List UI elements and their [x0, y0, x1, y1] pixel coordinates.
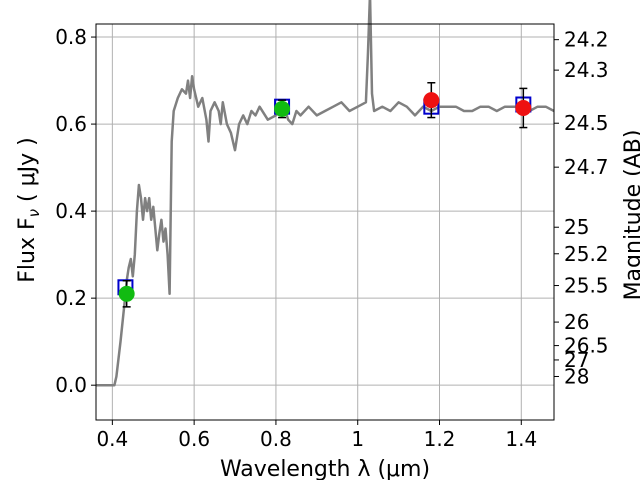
x-tick-label: 1 [351, 427, 364, 451]
grid [96, 24, 554, 420]
y-axis-label-unit: ( μJy ) [15, 137, 40, 209]
y-axis-label-main: Flux F [15, 217, 40, 282]
tick-layer: 0.4 0.6 0.8 1 1.2 1.4 0.0 0.2 0.4 0.6 0.8 24.2 24.3 2… [55, 25, 608, 451]
x-tick-label: 0.8 [260, 427, 292, 451]
y-tick-label: 0.6 [55, 112, 87, 136]
mag-tick-label: 25 [564, 215, 589, 239]
mag-tick-label: 26 [564, 310, 589, 334]
y2-axis-label: Magnitude (AB) [621, 130, 640, 301]
y-tick-label: 0.0 [55, 373, 87, 397]
y-axis-label-sub: ν [25, 209, 43, 217]
x-axis-label: Wavelength λ (μm) [220, 457, 430, 480]
x-tick-label: 1.2 [424, 427, 456, 451]
mag-tick-label: 28 [564, 364, 589, 388]
mag-tick-label: 27 [564, 348, 589, 372]
plot-frame [95, 23, 555, 421]
x-tick-label: 1.4 [505, 427, 537, 451]
y-tick-label: 0.2 [55, 286, 87, 310]
y-tick-label: 0.4 [55, 199, 87, 223]
mag-tick-label: 24.7 [564, 155, 609, 179]
x-tick-label: 0.6 [178, 427, 210, 451]
y-axis-label: Flux Fν ( μJy ) [15, 137, 43, 282]
y-tick-label: 0.8 [55, 25, 87, 49]
mag-tick-label: 25.2 [564, 242, 609, 266]
mag-tick-label: 25.5 [564, 274, 609, 298]
mag-tick-label: 26.5 [564, 334, 609, 358]
mag-tick-label: 24.3 [564, 58, 609, 82]
observed-flux-point [423, 92, 440, 109]
observed-flux-point [274, 100, 291, 117]
observed-flux-point [515, 99, 532, 116]
model-spectrum-line [96, 0, 555, 387]
x-tick-label: 0.4 [96, 427, 128, 451]
series-layer [96, 0, 555, 387]
mag-tick-label: 24.5 [564, 111, 609, 135]
observed-flux-point [118, 285, 135, 302]
mag-tick-label: 24.2 [564, 28, 609, 52]
